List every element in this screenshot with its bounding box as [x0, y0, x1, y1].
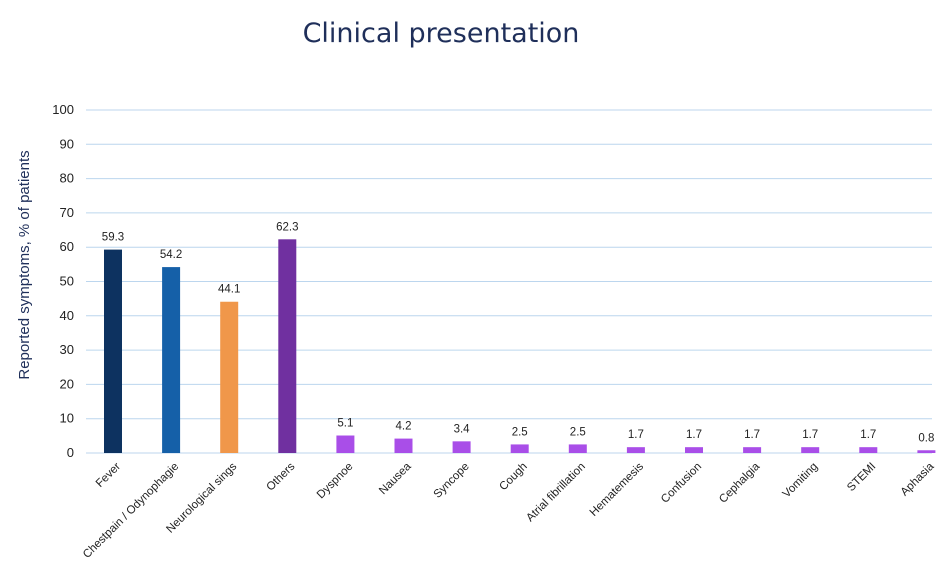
data-label: 0.8 [918, 432, 934, 444]
y-tick-label: 90 [60, 136, 74, 151]
bar [917, 450, 936, 453]
bar [162, 267, 181, 453]
x-tick-label: Atrial fibrillation [524, 461, 588, 525]
bar [510, 444, 529, 453]
y-tick-label: 80 [60, 171, 74, 186]
x-tick-label: Cephalgia [717, 460, 763, 506]
data-label: 2.5 [570, 426, 586, 438]
bar [685, 447, 703, 453]
y-tick-label: 70 [60, 205, 74, 220]
x-tick-label: Cough [497, 461, 529, 493]
y-tick-label: 0 [67, 445, 74, 460]
data-label: 44.1 [218, 284, 240, 296]
y-tick-label: 50 [60, 274, 74, 289]
bars [104, 239, 936, 453]
bar [568, 444, 587, 453]
y-axis-label: Reported symptoms, % of patients [16, 150, 33, 379]
x-tick-label: STEMI [845, 461, 878, 494]
data-label: 1.7 [860, 429, 876, 441]
data-label: 54.2 [160, 249, 182, 261]
data-labels: 59.3 54.2 44.1 62.3 5.1 4.2 3.4 2.5 2.5 1.7 1.7 1.7… [102, 221, 935, 444]
y-tick-label: 20 [60, 376, 74, 391]
bar [626, 447, 645, 453]
data-label: 5.1 [337, 418, 353, 430]
y-axis-ticks: 0 10 20 30 40 50 60 70 80 90 100 [52, 102, 74, 460]
y-tick-label: 60 [60, 239, 74, 254]
chart-title: Clinical presentation [302, 18, 580, 49]
x-tick-label: Vomiting [781, 461, 821, 501]
x-tick-label: Nausea [377, 460, 414, 497]
data-label: 62.3 [276, 221, 298, 233]
data-label: 1.7 [628, 429, 644, 441]
x-tick-label: Confusion [659, 461, 704, 506]
x-tick-label: Fever [94, 461, 123, 490]
bar [743, 447, 762, 453]
bar [801, 447, 820, 453]
data-label: 59.3 [102, 232, 124, 244]
y-tick-label: 10 [60, 411, 74, 426]
data-label: 4.2 [396, 421, 412, 433]
data-label: 1.7 [802, 429, 818, 441]
x-tick-label: Aphasia [899, 460, 936, 498]
grid-lines [86, 109, 932, 454]
x-tick-label: Hematemesis [588, 460, 646, 518]
bar [859, 447, 878, 453]
x-tick-label: Chestpain / Odynophagie [81, 461, 181, 561]
bar [278, 239, 297, 453]
y-tick-label: 100 [52, 102, 74, 117]
data-label: 1.7 [686, 429, 702, 441]
bar [104, 249, 122, 453]
y-tick-label: 40 [60, 308, 74, 323]
x-tick-label: Others [265, 460, 298, 493]
data-label: 2.5 [512, 426, 528, 438]
bar [336, 435, 355, 453]
bar [452, 441, 471, 453]
data-label: 3.4 [454, 423, 471, 435]
data-label: 1.7 [744, 429, 760, 441]
x-tick-label: Dyspnoe [315, 461, 356, 502]
bar [394, 438, 413, 453]
bar [220, 301, 239, 453]
y-tick-label: 30 [60, 342, 74, 357]
x-tick-label: Syncope [432, 461, 472, 501]
